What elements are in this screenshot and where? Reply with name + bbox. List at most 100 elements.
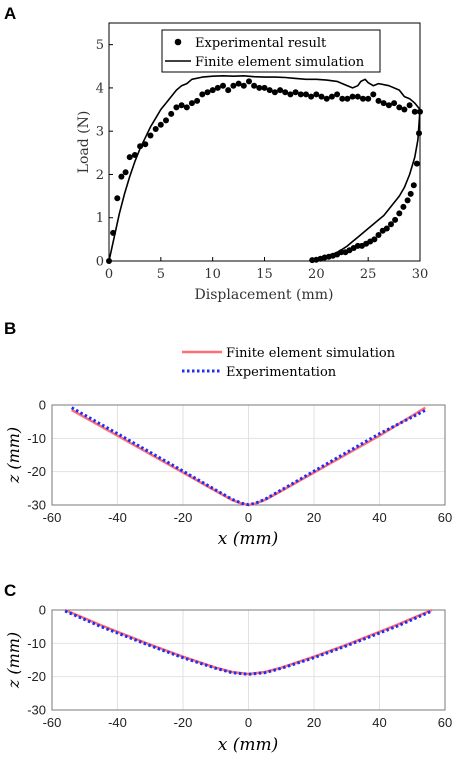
panel-a-y-tick-label: 0 bbox=[96, 255, 104, 270]
panel-a-experimental-point bbox=[106, 258, 112, 264]
panel-a-experimental-point bbox=[282, 89, 289, 96]
panel-a-experimental-point bbox=[287, 91, 294, 98]
panel-a-experimental-point bbox=[308, 93, 315, 100]
panel-a-experimental-point bbox=[246, 78, 252, 85]
panel-b: B Finite element simulation Experimentat… bbox=[4, 319, 452, 549]
panel-b-label: B bbox=[4, 319, 16, 338]
panel-a-experimental-point bbox=[392, 216, 399, 223]
panel-a-experimental-point bbox=[354, 93, 361, 100]
panel-a-experimental-point bbox=[240, 82, 247, 89]
panel-a-experimental-point bbox=[375, 97, 382, 104]
panel-a-experimental-point bbox=[396, 210, 403, 217]
panel-a-experimental-point bbox=[163, 117, 169, 124]
panel-c-x-tick-label: 60 bbox=[438, 715, 452, 730]
panel-c-y-axis-label: z (mm) bbox=[4, 632, 23, 689]
panel-c-y-tick-label: -20 bbox=[27, 669, 46, 684]
panel-b-x-ticks: -60 -40 -20 0 20 40 60 bbox=[43, 510, 453, 525]
panel-c-y-tick-label: -10 bbox=[27, 636, 46, 651]
panel-b-x-tick-label: 20 bbox=[307, 510, 321, 525]
panel-b-legend-simulation: Finite element simulation bbox=[226, 346, 396, 361]
panel-a-x-tick-label: 15 bbox=[256, 267, 273, 282]
panel-a-experimental-point bbox=[152, 126, 159, 132]
panel-c-data bbox=[64, 608, 433, 676]
panel-a-experimental-point bbox=[360, 95, 366, 102]
panel-b-x-tick-label: 40 bbox=[372, 510, 386, 525]
panel-a-x-tick-label: 30 bbox=[412, 267, 429, 282]
panel-b-legend-experimentation: Experimentation bbox=[226, 365, 337, 380]
panel-a-experimental-point bbox=[214, 84, 221, 91]
panel-a-experimental-point bbox=[271, 89, 278, 96]
panel-a-experimental-point bbox=[404, 197, 411, 204]
panel-c-x-tick-label: 40 bbox=[372, 715, 386, 730]
panel-b-y-axis-label: z (mm) bbox=[4, 427, 23, 484]
panel-a-experimental-point bbox=[194, 97, 201, 104]
panel-a-experimental-point bbox=[413, 160, 420, 167]
panel-a-experimental-point bbox=[114, 195, 121, 202]
panel-b-experimentation-line bbox=[70, 406, 426, 507]
panel-b-y-tick-label: -30 bbox=[27, 498, 46, 513]
panel-a-experimental-point bbox=[256, 84, 263, 91]
panel-a-experimental-point bbox=[417, 108, 423, 115]
panel-a-x-tick-label: 0 bbox=[105, 267, 113, 282]
panel-a-experimental-point bbox=[396, 104, 403, 111]
panel-b-x-axis-label: x (mm) bbox=[218, 529, 279, 549]
panel-a-experimental-point bbox=[400, 203, 407, 210]
panel-a-x-axis-label: Displacement (mm) bbox=[195, 287, 334, 303]
panel-b-x-tick-label: -20 bbox=[174, 510, 193, 525]
panel-c-x-tick-label: 20 bbox=[307, 715, 321, 730]
panel-a-experimental-point bbox=[410, 182, 417, 189]
panel-c: C 0 -10 -20 -30 -60 -40 -20 0 20 40 60 x (mm) z (… bbox=[4, 581, 452, 755]
panel-a-legend-box bbox=[161, 29, 381, 73]
panel-a-experimental-point bbox=[309, 257, 316, 264]
panel-a-experimental-point bbox=[142, 141, 149, 148]
panel-a-experimental-point bbox=[365, 95, 372, 102]
panel-a-y-tick-label: 2 bbox=[96, 168, 104, 183]
panel-a-simulation-line bbox=[108, 75, 421, 262]
panel-a-experimental-point bbox=[379, 227, 386, 234]
panel-a-experimental-point bbox=[131, 152, 138, 158]
panel-a-experimental-point bbox=[173, 104, 180, 111]
panel-a-legend-simulation: Finite element simulation bbox=[195, 55, 365, 70]
panel-a-experimental-point bbox=[406, 102, 413, 109]
panel-c-label: C bbox=[4, 581, 16, 600]
panel-a-experimental-point bbox=[277, 87, 284, 94]
panel-a-experimental-point bbox=[157, 121, 164, 128]
panel-a-experimental-point bbox=[126, 154, 133, 161]
panel-b-x-tick-label: -40 bbox=[108, 510, 127, 525]
panel-a-experimental-point bbox=[388, 221, 394, 228]
panel-a-data bbox=[106, 75, 423, 264]
panel-a-experimental-point bbox=[230, 82, 237, 89]
panel-c-x-tick-label: -20 bbox=[174, 715, 193, 730]
panel-a-legend: Experimental result Finite element simul… bbox=[161, 29, 381, 73]
panel-a-experimental-point bbox=[375, 232, 382, 238]
panel-a-experimental-point bbox=[391, 100, 398, 107]
panel-b-legend: Finite element simulation Experimentatio… bbox=[182, 346, 396, 380]
panel-c-x-tick-label: 0 bbox=[245, 715, 252, 730]
panel-a-experimental-point bbox=[385, 102, 392, 109]
panel-c-x-tick-label: -40 bbox=[108, 715, 127, 730]
panel-a-experimental-point bbox=[188, 100, 195, 107]
panel-c-x-axis-label: x (mm) bbox=[218, 735, 279, 755]
panel-a-experimental-point bbox=[313, 91, 320, 98]
panel-a-experimental-point bbox=[122, 169, 129, 176]
panel-c-x-tick-label: -60 bbox=[43, 715, 62, 730]
panel-a-experimental-point bbox=[323, 95, 330, 102]
panel-a-experimental-point bbox=[199, 91, 206, 98]
panel-a-experimental-point bbox=[407, 190, 414, 197]
panel-b-data bbox=[70, 406, 426, 507]
panel-a-y-axis-label: Load (N) bbox=[76, 111, 92, 174]
panel-a-experimental-point bbox=[251, 82, 258, 89]
panel-a-experimental-point bbox=[209, 87, 216, 94]
panel-c-plot-frame bbox=[51, 609, 446, 711]
panel-a-experimental-point bbox=[220, 82, 226, 89]
panel-a-y-tick-label: 1 bbox=[96, 211, 104, 226]
panel-a: A 0 1 2 3 4 5 0 5 10 15 20 25 30 Experimental resul… bbox=[4, 4, 428, 303]
panel-a-experimental-point bbox=[401, 106, 408, 113]
panel-b-y-tick-label: -10 bbox=[27, 431, 46, 446]
panel-c-y-tick-label: -30 bbox=[27, 703, 46, 718]
panel-a-experimental-point bbox=[342, 249, 349, 256]
panel-c-y-ticks: 0 -10 -20 -30 bbox=[27, 603, 46, 718]
panel-a-y-tick-label: 4 bbox=[96, 81, 104, 96]
panel-a-label: A bbox=[4, 4, 16, 23]
